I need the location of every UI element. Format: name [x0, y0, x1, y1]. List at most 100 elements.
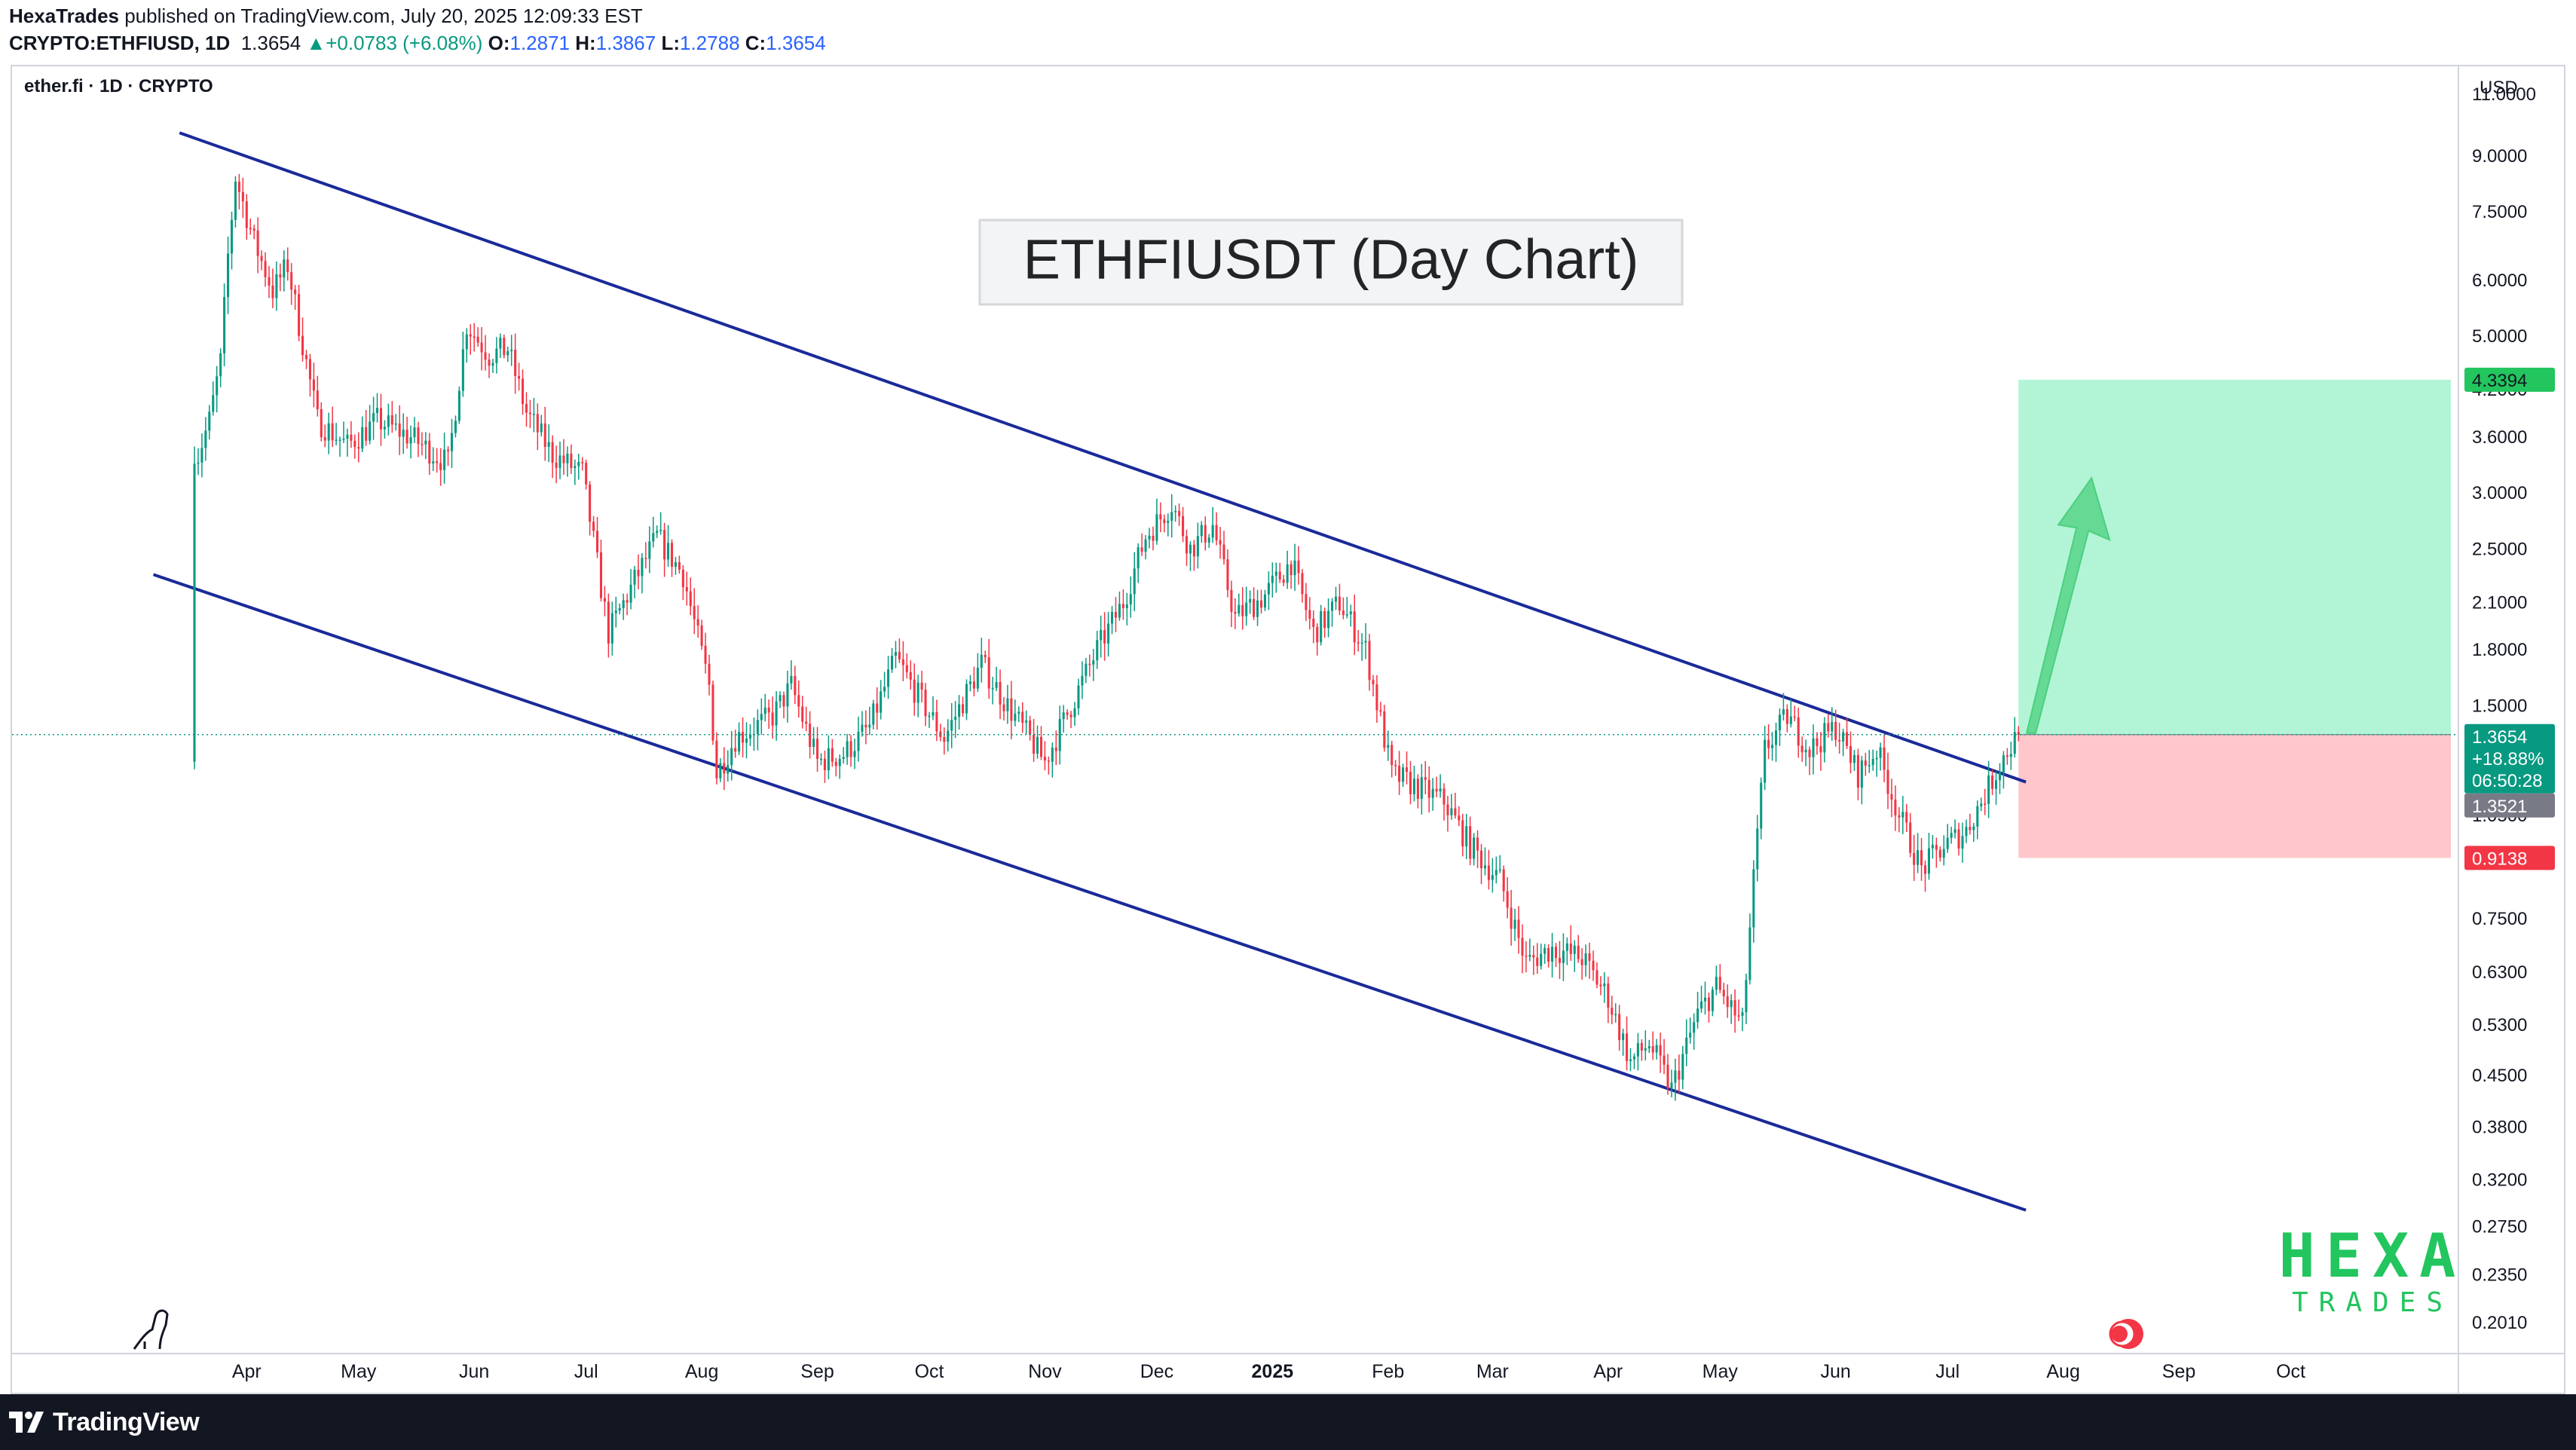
price-chart[interactable]: ETHFIUSDT (Day Chart) ether.fi · 1D · CRY…: [12, 66, 2564, 1393]
candle[interactable]: [1312, 610, 1315, 644]
candle[interactable]: [909, 660, 912, 690]
candle[interactable]: [1073, 702, 1076, 726]
candle[interactable]: [1812, 724, 1815, 775]
candle[interactable]: [928, 711, 931, 728]
candle[interactable]: [555, 445, 558, 484]
candle[interactable]: [1666, 1054, 1669, 1095]
candle[interactable]: [275, 261, 278, 311]
candle[interactable]: [1778, 708, 1781, 746]
candle[interactable]: [237, 173, 240, 210]
candle[interactable]: [1204, 516, 1207, 551]
candle[interactable]: [1174, 505, 1177, 522]
candle[interactable]: [595, 516, 599, 558]
candle[interactable]: [637, 554, 640, 590]
candle[interactable]: [849, 735, 852, 767]
candle[interactable]: [715, 732, 718, 785]
candle[interactable]: [894, 641, 898, 668]
candle[interactable]: [794, 665, 797, 705]
candle[interactable]: [230, 211, 234, 270]
candle[interactable]: [834, 757, 837, 777]
candle[interactable]: [1506, 876, 1509, 919]
candle[interactable]: [1290, 560, 1293, 589]
candle[interactable]: [681, 564, 684, 600]
candle[interactable]: [488, 353, 491, 378]
candle[interactable]: [1905, 803, 1908, 832]
candle[interactable]: [831, 739, 834, 767]
candle[interactable]: [1764, 726, 1767, 791]
candle[interactable]: [641, 552, 644, 594]
candle[interactable]: [1890, 779, 1893, 818]
candle[interactable]: [626, 593, 629, 616]
candle[interactable]: [1006, 684, 1009, 724]
candle[interactable]: [980, 638, 983, 683]
candle[interactable]: [1886, 752, 1889, 809]
candle[interactable]: [1017, 706, 1020, 723]
candle[interactable]: [540, 415, 543, 437]
candle[interactable]: [816, 727, 819, 772]
candle[interactable]: [1114, 597, 1118, 632]
candle[interactable]: [1372, 675, 1375, 696]
candle[interactable]: [797, 680, 800, 718]
candle[interactable]: [1718, 964, 1721, 993]
candle[interactable]: [1129, 576, 1132, 618]
candle[interactable]: [1230, 580, 1233, 628]
candle[interactable]: [1532, 945, 1535, 975]
candle[interactable]: [1357, 629, 1360, 652]
candle[interactable]: [648, 526, 651, 574]
candle[interactable]: [510, 335, 513, 366]
candle[interactable]: [1226, 549, 1229, 598]
candle[interactable]: [674, 557, 677, 575]
candle[interactable]: [1249, 590, 1252, 614]
candle[interactable]: [1972, 822, 1975, 843]
candle[interactable]: [756, 709, 759, 751]
candle[interactable]: [1969, 813, 1972, 835]
candle[interactable]: [1002, 696, 1005, 720]
chart-container[interactable]: ETHFIUSDT (Day Chart) ether.fi · 1D · CRY…: [11, 65, 2565, 1394]
candle[interactable]: [1458, 806, 1461, 827]
candle[interactable]: [473, 323, 476, 352]
candle[interactable]: [696, 605, 699, 638]
candle[interactable]: [652, 516, 655, 548]
candle[interactable]: [1987, 760, 1990, 818]
candle[interactable]: [1536, 943, 1539, 974]
candle[interactable]: [659, 512, 662, 535]
candle[interactable]: [1286, 550, 1289, 589]
candle[interactable]: [727, 750, 730, 782]
candle[interactable]: [1909, 812, 1912, 858]
candle[interactable]: [950, 702, 953, 748]
candle[interactable]: [1774, 723, 1778, 762]
candle[interactable]: [883, 671, 886, 698]
candle[interactable]: [1592, 950, 1595, 981]
candle[interactable]: [920, 670, 923, 702]
candle[interactable]: [1222, 531, 1225, 565]
candle[interactable]: [283, 250, 286, 292]
candle[interactable]: [1066, 709, 1069, 720]
candle[interactable]: [1864, 752, 1867, 776]
candle[interactable]: [1163, 514, 1166, 533]
candle[interactable]: [200, 433, 203, 478]
candle[interactable]: [1010, 681, 1013, 739]
candle[interactable]: [1883, 734, 1886, 783]
candle[interactable]: [644, 542, 647, 569]
candle[interactable]: [1681, 1045, 1684, 1090]
candle[interactable]: [1424, 760, 1427, 794]
candle[interactable]: [1107, 611, 1110, 657]
candle[interactable]: [760, 698, 763, 735]
candle[interactable]: [678, 555, 681, 574]
candle[interactable]: [1103, 612, 1106, 661]
candle[interactable]: [1039, 726, 1043, 760]
candle[interactable]: [1626, 1016, 1629, 1071]
candle[interactable]: [308, 353, 311, 397]
candle[interactable]: [1152, 526, 1155, 551]
candle[interactable]: [1259, 589, 1263, 614]
candle[interactable]: [223, 283, 226, 367]
candle[interactable]: [1062, 705, 1065, 733]
candle[interactable]: [1562, 933, 1565, 981]
candle[interactable]: [1121, 589, 1124, 620]
candle[interactable]: [1148, 528, 1151, 549]
candle[interactable]: [551, 435, 554, 479]
candle[interactable]: [1185, 529, 1189, 567]
prev-close-label[interactable]: 1.3521: [2464, 793, 2555, 818]
candle[interactable]: [1603, 971, 1606, 1003]
candle[interactable]: [417, 421, 420, 457]
